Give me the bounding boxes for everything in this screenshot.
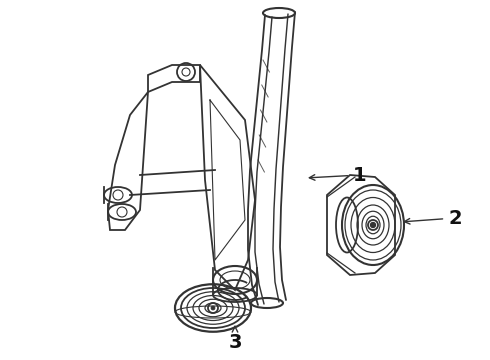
Circle shape <box>211 306 215 310</box>
Circle shape <box>370 222 375 228</box>
Text: 2: 2 <box>404 208 462 228</box>
Text: 1: 1 <box>309 166 367 185</box>
Text: 3: 3 <box>228 326 242 351</box>
